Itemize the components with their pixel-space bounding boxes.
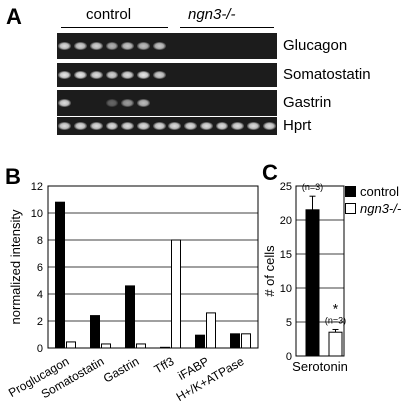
legend-label-control: control [360,184,400,199]
legend-item-control: control [345,184,401,199]
legend-swatch-ngn3 [345,203,356,214]
ngn3-group-label: ngn3-/- [188,6,236,23]
gene-label-gastrin: Gastrin [283,94,332,111]
band-glucagon-lane-6 [136,42,150,50]
bar-ngn3-h-k-atpase [241,333,251,349]
band-hprt-lane-4 [105,122,119,130]
band-hprt-lane-2 [74,122,87,130]
y-tick-label-4: 4 [37,289,43,301]
n-label-control: (n=3) [302,182,323,192]
panel-a-label: A [6,4,22,29]
y-tick-label-8: 8 [37,235,43,247]
band-somatostatin-lane-2 [74,71,87,79]
bar-ngn3-ifabp [206,312,216,349]
band-glucagon-lane-1 [58,42,72,50]
y-tick-label-15: 15 [280,249,292,261]
x-tick-label-tff3: Tff3 [152,354,177,377]
panel-b-label: B [5,164,21,189]
band-gastrin-lane-6 [136,99,150,107]
bar-control-tff3 [160,346,170,349]
y-tick-label-10: 10 [280,283,292,295]
plot-frame [295,185,345,357]
y-axis-label: normalized intensity [8,209,23,324]
band-somatostatin-lane-5 [121,71,135,79]
y-tick-label-20: 20 [280,215,292,227]
control-group-line [61,27,168,28]
band-hprt-lane-10 [199,122,213,130]
bar-ngn3-serotonin [328,331,343,357]
band-hprt-lane-11 [215,122,229,130]
band-hprt-lane-7 [152,122,166,130]
y-axis-label: # of cells [262,245,277,297]
legend: control ngn3-/- [345,184,401,216]
panel-c-label: C [262,160,278,185]
y-tick-label-5: 5 [286,317,292,329]
band-hprt-lane-6 [136,122,150,130]
band-hprt-lane-3 [89,122,103,130]
band-hprt-lane-1 [58,122,72,130]
n-label-ngn3: (n=3) [325,315,346,325]
y-tick-label-12: 12 [31,181,43,193]
ngn3-group-line [180,27,274,28]
gel-glucagon [57,33,277,59]
y-tick-label-25: 25 [280,181,292,193]
y-tick-label-10: 10 [31,208,43,220]
bar-control-proglucagon [55,201,65,349]
x-tick-label-gastrin: Gastrin [101,354,142,385]
band-hprt-lane-5 [121,122,135,130]
bar-control-gastrin [125,285,135,349]
y-tick-label-2: 2 [37,316,43,328]
band-glucagon-lane-5 [121,42,135,50]
band-hprt-lane-8 [168,122,182,130]
band-hprt-lane-14 [262,122,276,130]
band-glucagon-lane-4 [105,42,119,50]
legend-item-ngn3: ngn3-/- [345,201,401,216]
gene-label-glucagon: Glucagon [283,37,348,54]
bar-ngn3-tff3 [171,239,181,349]
band-gastrin-lane-4 [105,99,119,107]
x-tick-label-serotonin: Serotonin [292,359,348,374]
gel-hprt [57,117,277,135]
band-gastrin-lane-1 [58,99,72,107]
band-somatostatin-lane-4 [105,71,119,79]
control-group-label: control [86,6,132,23]
band-hprt-lane-12 [231,122,245,130]
bar-control-h-k-atpase [230,333,240,349]
y-tick-label-0: 0 [37,343,43,355]
band-hprt-lane-9 [184,122,197,130]
significance-marker: * [333,300,339,316]
band-somatostatin-lane-7 [152,71,166,79]
bar-control-somatostatin [90,315,100,349]
gel-gastrin [57,90,277,116]
band-somatostatin-lane-3 [89,71,103,79]
y-tick-label-6: 6 [37,262,43,274]
band-somatostatin-lane-6 [136,71,150,79]
band-glucagon-lane-2 [74,42,87,50]
bar-control-ifabp [195,334,205,349]
gene-label-hprt: Hprt [283,117,312,134]
band-gastrin-lane-5 [121,99,135,107]
bar-control-serotonin [305,209,320,357]
y-tick-label-0: 0 [286,351,292,363]
band-glucagon-lane-7 [152,42,166,50]
legend-swatch-control [345,186,356,197]
bar-ngn3-somatostatin [101,343,111,349]
band-glucagon-lane-3 [89,42,103,50]
bar-ngn3-proglucagon [66,341,76,349]
gene-label-somatostatin: Somatostatin [283,66,371,83]
bar-ngn3-gastrin [136,343,146,349]
band-somatostatin-lane-1 [58,71,72,79]
gel-somatostatin [57,63,277,87]
band-hprt-lane-13 [246,122,260,130]
legend-label-ngn3: ngn3-/- [360,201,402,216]
